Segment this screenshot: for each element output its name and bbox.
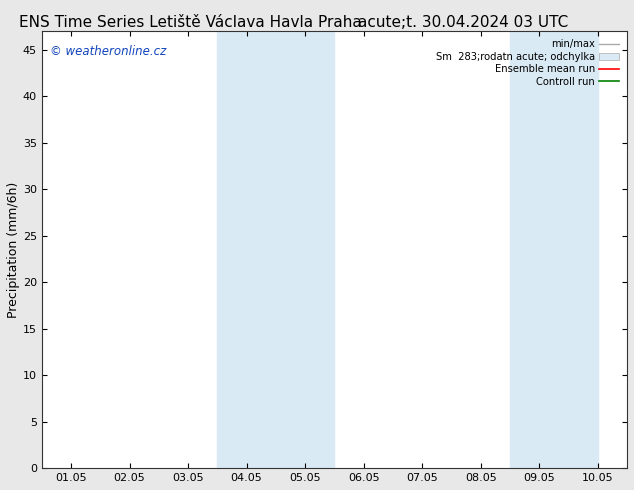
Legend: min/max, Sm  283;rodatn acute; odchylka, Ensemble mean run, Controll run: min/max, Sm 283;rodatn acute; odchylka, … (433, 36, 622, 90)
Y-axis label: Precipitation (mm/6h): Precipitation (mm/6h) (7, 182, 20, 318)
Bar (217, 31, 334, 468)
Text: acute;t. 30.04.2024 03 UTC: acute;t. 30.04.2024 03 UTC (358, 15, 568, 30)
Text: ENS Time Series Letiště Václava Havla Praha: ENS Time Series Letiště Václava Havla Pr… (19, 15, 361, 30)
Bar (510, 31, 598, 468)
Text: © weatheronline.cz: © weatheronline.cz (51, 45, 167, 57)
